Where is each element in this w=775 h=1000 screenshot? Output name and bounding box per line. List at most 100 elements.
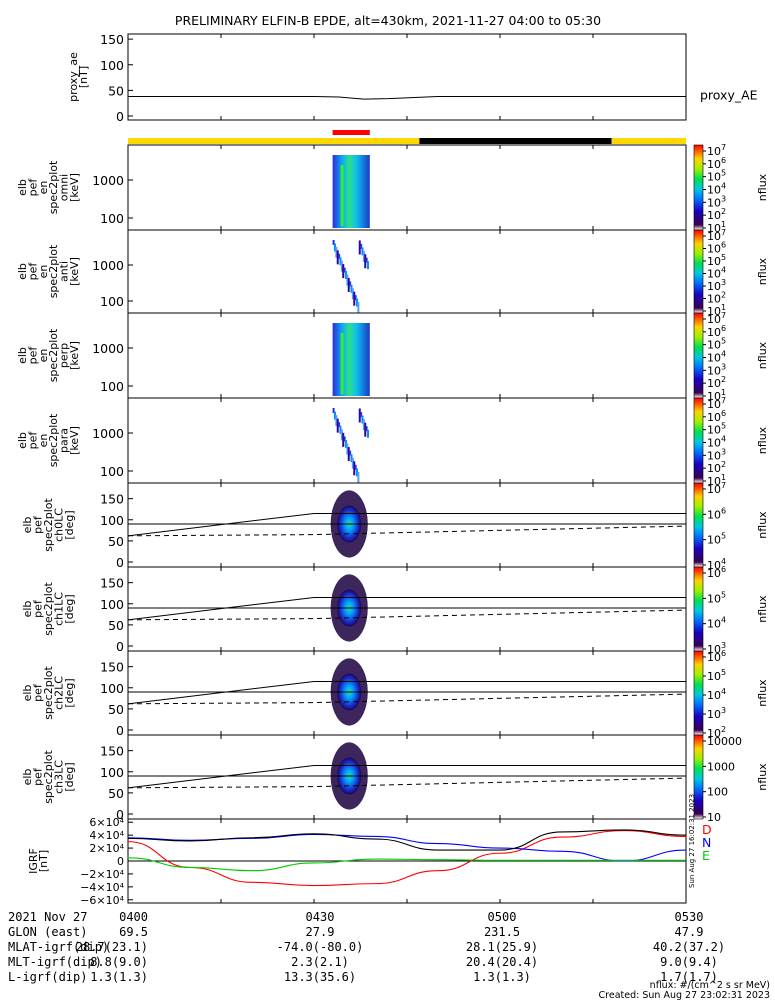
flux-region — [332, 323, 370, 396]
colorbar-tick-label: 103 — [707, 447, 726, 462]
science-zone-marker — [332, 130, 370, 135]
legend-D: D — [702, 822, 712, 837]
y-tick-label: 150 — [100, 32, 124, 47]
value-0530: 1.7(1.7) — [660, 970, 718, 984]
ephemeris-row: 2021 Nov 27 0400 0430 0500 0530 — [8, 910, 703, 924]
colorbar-tick-label: 107 — [707, 311, 726, 326]
flux-speck — [344, 271, 347, 280]
flux-speck — [342, 432, 345, 447]
y-tick-label: 100 — [100, 681, 124, 696]
flux-speck — [340, 429, 343, 441]
colorbar-tick-label: 106 — [707, 506, 726, 521]
y-tick-label: 1000 — [92, 173, 124, 188]
legend-N: N — [702, 835, 711, 850]
y-tick-label: 0 — [116, 723, 124, 738]
flux-speck — [362, 419, 365, 431]
y-tick-label: 150 — [100, 660, 124, 675]
y-tick-label: 1000 — [92, 341, 124, 356]
flux-speck — [339, 257, 342, 266]
colorbar-tick-label: 106 — [707, 324, 726, 339]
y-tick-label: 100 — [100, 294, 124, 309]
anti-loss-cone-line — [127, 777, 687, 789]
value-0430: 0430 — [306, 910, 335, 924]
y-axis-label: elbpefspec2plotch2LC[deg] — [21, 666, 76, 720]
orbit-segment — [611, 138, 686, 144]
flux-speck — [333, 411, 336, 420]
panels-layer: 150100500proxy_AEproxy_ae[nT]10001001071… — [16, 32, 769, 907]
flux-speck — [357, 302, 360, 314]
flux-speck — [343, 436, 346, 442]
colorbar-tick-label: 102 — [707, 375, 726, 390]
colorbar-tick-label: 105 — [707, 253, 726, 268]
y-tick-label: 100 — [100, 58, 124, 73]
flux-speck — [362, 250, 365, 262]
colorbar-tick-label: 103 — [707, 278, 726, 293]
anti-loss-cone-line — [127, 525, 687, 537]
panel-frame — [127, 229, 687, 314]
colorbar — [693, 650, 704, 736]
panel-frame — [127, 734, 687, 820]
loss-cone-line — [127, 512, 315, 537]
panel-frame — [127, 650, 687, 736]
colorbar — [693, 482, 704, 568]
flux-speck — [350, 454, 353, 463]
flux-speck — [350, 284, 353, 293]
y-axis-label: elbpefenspec2plotanti[keV] — [16, 244, 81, 298]
panel-frame — [127, 33, 687, 121]
colorbar-tick-label: 104 — [707, 182, 726, 197]
ephemeris-row: MLT-igrf(dip) 8.8(9.0) 2.3(2.1) 20.4(20.… — [8, 955, 718, 969]
y-tick-label: 50 — [108, 786, 124, 801]
value-0500: 28.1(25.9) — [466, 940, 538, 954]
flux-speck — [360, 412, 363, 418]
flux-speck — [344, 439, 347, 448]
flux-speck — [336, 250, 339, 265]
colorbar-tick-label: 104 — [707, 266, 726, 281]
value-0430: -74.0(-80.0) — [277, 940, 364, 954]
anti-loss-cone-line — [127, 609, 687, 621]
colorbar-label: nflux — [756, 426, 769, 454]
colorbar-tick-label: 106 — [707, 649, 726, 664]
colorbar-tick-label: 102 — [707, 207, 726, 222]
y-axis-label: elbpefspec2plotch0LC[deg] — [21, 498, 76, 552]
colorbar-label: nflux — [756, 257, 769, 285]
colorbar-tick-label: 105 — [707, 337, 726, 352]
value-0500: 0500 — [488, 910, 517, 924]
colorbar-tick-label: 103 — [707, 641, 726, 656]
colorbar-tick-label: 106 — [707, 241, 726, 256]
colorbar-tick-label: 104 — [707, 435, 726, 450]
colorbar — [693, 229, 704, 314]
flux-speck — [342, 264, 345, 279]
flux-region — [332, 155, 370, 228]
y-tick-label: 0 — [116, 555, 124, 570]
value-0500: 231.5 — [484, 925, 520, 939]
y-tick-label: 150 — [100, 492, 124, 507]
colorbar-label: nflux — [756, 595, 769, 623]
colorbar-label: nflux — [756, 173, 769, 201]
colorbar — [693, 144, 704, 231]
y-tick-label: 100 — [100, 211, 124, 226]
colorbar-tick-label: 102 — [707, 291, 726, 306]
colorbar-tick-label: 107 — [707, 143, 726, 158]
flux-speck — [355, 468, 358, 477]
value-0530: 47.9 — [675, 925, 704, 939]
flux-speck — [361, 247, 364, 256]
loss-cone-line — [127, 764, 315, 789]
y-tick-label: −4×10⁴ — [80, 881, 124, 894]
flux-core — [340, 165, 344, 226]
y-tick-label: 0 — [117, 855, 124, 868]
legend-label: proxy_AE — [700, 88, 758, 103]
colorbar-tick-label: 1000 — [707, 760, 735, 773]
flux-speck — [346, 274, 349, 286]
y-tick-label: 100 — [100, 464, 124, 479]
colorbar-tick-label: 107 — [707, 396, 726, 411]
y-axis-label: elbpefspec2plotch3LC[deg] — [21, 750, 76, 804]
flux-speck — [349, 281, 352, 287]
y-tick-label: 150 — [100, 744, 124, 759]
row-label: MLT-igrf(dip) — [8, 955, 102, 969]
value-0500: 20.4(20.4) — [466, 955, 538, 969]
flux-speck — [332, 408, 335, 413]
flux-speck — [351, 288, 354, 300]
y-axis-label: elbpefenspec2plotpara[keV] — [16, 413, 81, 467]
